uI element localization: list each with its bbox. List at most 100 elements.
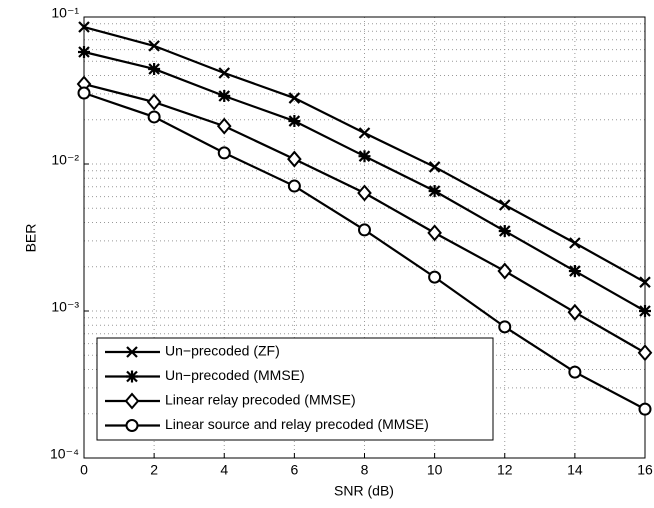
marker-stroke: [569, 237, 581, 249]
marker-shape: [497, 262, 513, 280]
marker-shape: [358, 223, 371, 237]
marker-shape: [217, 146, 231, 160]
marker: [428, 270, 442, 284]
marker: [567, 303, 583, 321]
marker: [124, 392, 140, 410]
y-tick-label: 10⁻²: [51, 152, 79, 168]
y-axis-label: BER: [23, 224, 39, 253]
marker: [358, 223, 371, 237]
marker-stroke: [78, 21, 90, 33]
marker-shape: [427, 224, 442, 242]
legend-box: [96, 337, 494, 441]
marker-stroke: [218, 90, 231, 103]
marker: [126, 370, 138, 383]
x-tick-label: 10: [427, 462, 443, 478]
marker-shape: [216, 117, 232, 135]
marker: [637, 344, 653, 362]
legend-label: Linear source and relay precoded (MMSE): [165, 416, 429, 432]
marker: [568, 365, 582, 379]
marker: [216, 117, 232, 135]
x-tick-label: 14: [567, 462, 583, 478]
marker: [428, 185, 441, 198]
y-tick-label: 10⁻⁴: [50, 446, 79, 462]
marker-shape: [287, 179, 301, 193]
marker: [77, 86, 91, 100]
marker: [218, 67, 231, 79]
marker-stroke: [288, 92, 301, 104]
marker: [287, 179, 301, 193]
legend-label: Un−precoded (ZF): [165, 343, 280, 359]
marker-stroke: [148, 62, 161, 75]
marker-stroke: [498, 199, 511, 211]
x-tick-label: 6: [290, 462, 298, 478]
y-tick-label: 10⁻¹: [51, 5, 79, 21]
marker: [498, 320, 512, 334]
marker: [125, 419, 139, 432]
marker-stroke: [428, 161, 441, 173]
y-tick-label: 10⁻³: [51, 299, 79, 315]
marker: [218, 90, 231, 103]
marker: [148, 40, 160, 52]
marker: [148, 62, 161, 75]
marker-shape: [568, 365, 582, 379]
marker-shape: [428, 270, 442, 284]
marker-shape: [567, 303, 583, 321]
marker-shape: [146, 93, 162, 111]
marker-stroke: [639, 276, 651, 288]
marker-stroke: [126, 346, 138, 358]
marker-shape: [498, 320, 512, 334]
marker-stroke: [288, 115, 301, 128]
marker: [358, 150, 371, 163]
x-axis-label: SNR (dB): [334, 483, 394, 499]
marker: [126, 346, 138, 358]
marker-stroke: [639, 305, 651, 317]
marker-stroke: [78, 45, 90, 58]
marker: [568, 265, 581, 278]
marker: [569, 237, 581, 249]
marker: [498, 199, 511, 211]
marker-shape: [357, 184, 372, 202]
x-tick-label: 2: [150, 462, 158, 478]
marker: [357, 184, 372, 202]
legend-label: Linear relay precoded (MMSE): [165, 392, 356, 408]
marker: [78, 21, 90, 33]
marker-shape: [287, 150, 302, 168]
marker-stroke: [428, 185, 441, 198]
marker: [288, 92, 301, 104]
marker: [498, 225, 511, 238]
marker: [146, 93, 162, 111]
marker-shape: [125, 419, 139, 432]
marker-shape: [77, 86, 91, 100]
marker-stroke: [126, 370, 138, 383]
marker: [428, 161, 441, 173]
marker: [217, 146, 231, 160]
marker: [427, 224, 442, 242]
marker: [288, 115, 301, 128]
marker-shape: [124, 392, 140, 410]
marker-stroke: [358, 127, 371, 139]
x-tick-label: 16: [637, 462, 653, 478]
marker: [78, 45, 90, 58]
marker-stroke: [358, 150, 371, 163]
marker: [639, 276, 651, 288]
marker-shape: [637, 344, 653, 362]
x-tick-label: 0: [80, 462, 88, 478]
marker: [287, 150, 302, 168]
marker: [358, 127, 371, 139]
marker-stroke: [498, 225, 511, 238]
x-tick-label: 8: [361, 462, 369, 478]
plot-frame: [83, 16, 646, 459]
marker-shape: [638, 402, 652, 416]
x-tick-label: 12: [497, 462, 513, 478]
marker: [638, 402, 652, 416]
legend-label: Un−precoded (MMSE): [165, 367, 305, 383]
marker: [147, 110, 161, 124]
marker: [497, 262, 513, 280]
marker-stroke: [148, 40, 160, 52]
marker-shape: [147, 110, 161, 124]
marker: [639, 305, 651, 317]
marker-stroke: [218, 67, 231, 79]
marker-stroke: [568, 265, 581, 278]
x-tick-label: 4: [220, 462, 228, 478]
